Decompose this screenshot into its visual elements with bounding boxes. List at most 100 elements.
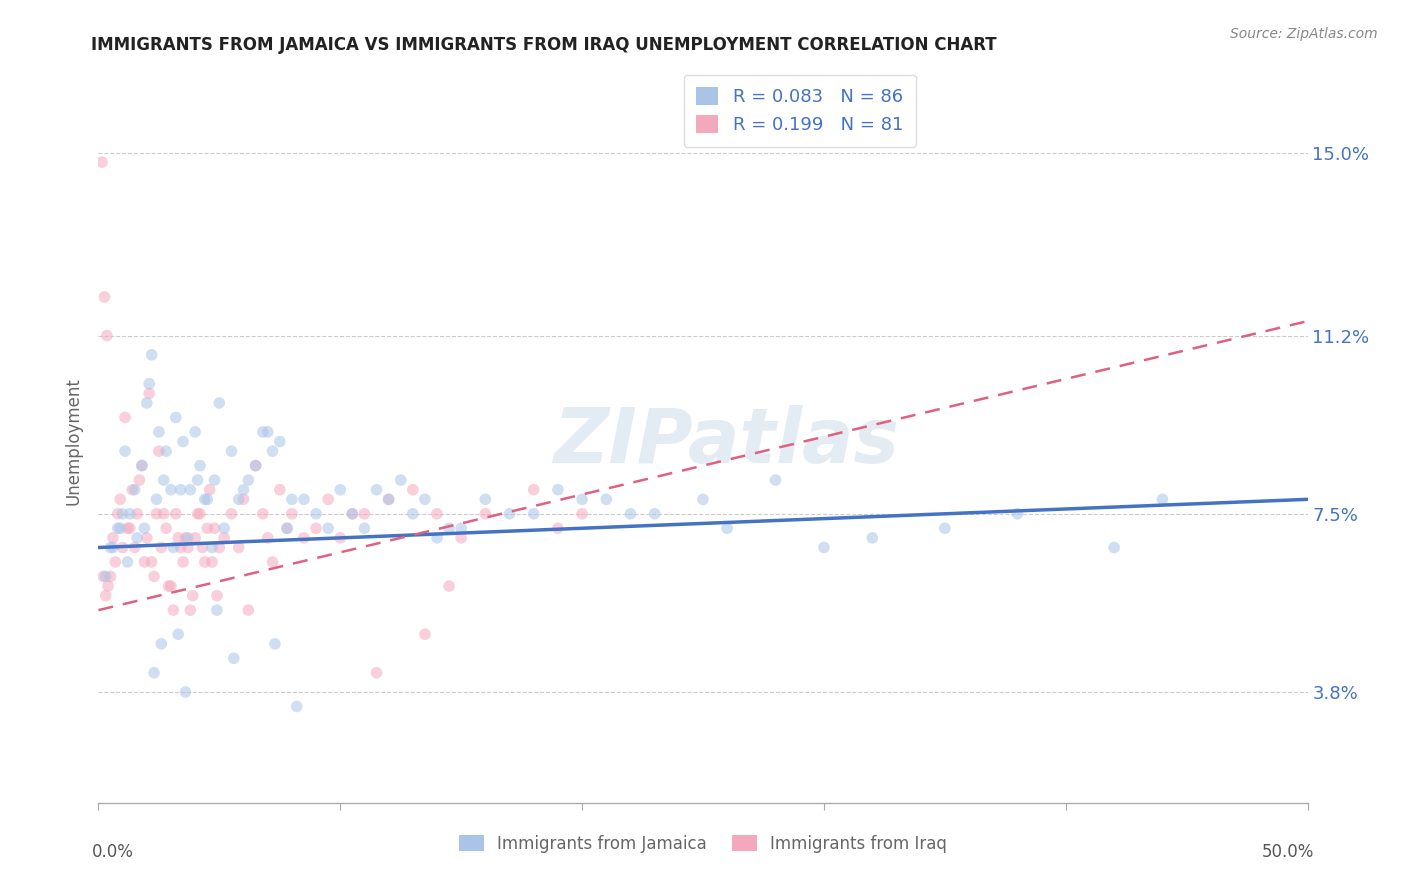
Point [128,473,150,487]
Text: ZIPatlas: ZIPatlas [554,405,900,478]
Point [138,386,160,401]
Point [134,555,156,569]
Point [547,521,569,535]
Point [127,531,149,545]
Point [141,348,163,362]
Point [108,521,131,535]
Point [100,569,122,583]
Point [124,483,146,497]
Point [131,458,153,473]
Point [187,507,209,521]
Point [118,507,141,521]
Point [165,507,187,521]
Point [256,531,278,545]
Text: 50.0%: 50.0% [1263,843,1315,861]
Point [450,521,472,535]
Point [145,492,167,507]
Point [269,483,291,497]
Point [208,396,231,410]
Point [174,685,197,699]
Point [692,492,714,507]
Point [276,521,298,535]
Point [281,507,304,521]
Point [262,444,284,458]
Point [212,531,235,545]
Point [860,531,883,545]
Point [157,579,180,593]
Point [91,569,114,583]
Point [204,521,226,535]
Point [134,521,156,535]
Point [619,507,641,521]
Point [121,483,143,497]
Point [547,483,569,497]
Point [329,483,352,497]
Point [172,434,194,449]
Point [94,569,117,583]
Point [198,483,221,497]
Point [181,589,204,603]
Point [571,507,593,521]
Point [162,541,184,555]
Point [366,665,388,680]
Point [117,555,139,569]
Point [104,555,127,569]
Point [117,521,139,535]
Point [101,531,124,545]
Point [644,507,666,521]
Point [169,541,191,555]
Point [204,473,226,487]
Point [222,651,245,665]
Point [143,665,166,680]
Point [141,555,163,569]
Point [194,555,217,569]
Point [172,555,194,569]
Point [276,521,298,535]
Point [118,521,141,535]
Point [366,483,388,497]
Point [177,531,200,545]
Point [177,541,200,555]
Point [201,541,224,555]
Point [191,541,214,555]
Point [450,531,472,545]
Point [188,458,211,473]
Point [155,521,177,535]
Point [305,521,328,535]
Point [138,376,160,391]
Text: 0.0%: 0.0% [91,843,134,861]
Point [316,521,339,535]
Point [402,483,425,497]
Point [716,521,738,535]
Point [437,579,460,593]
Point [377,492,399,507]
Point [437,521,460,535]
Point [934,521,956,535]
Point [205,603,228,617]
Point [389,473,412,487]
Point [114,410,136,425]
Point [221,444,243,458]
Point [232,483,254,497]
Point [523,507,546,521]
Point [162,603,184,617]
Point [100,541,122,555]
Point [413,627,436,641]
Point [238,603,260,617]
Point [96,328,118,343]
Point [97,579,120,593]
Point [152,473,174,487]
Point [155,444,177,458]
Point [107,507,129,521]
Point [262,555,284,569]
Point [329,531,352,545]
Point [1152,492,1174,507]
Point [281,492,304,507]
Point [292,492,315,507]
Point [201,555,224,569]
Point [195,492,218,507]
Point [426,507,449,521]
Text: IMMIGRANTS FROM JAMAICA VS IMMIGRANTS FROM IRAQ UNEMPLOYMENT CORRELATION CHART: IMMIGRANTS FROM JAMAICA VS IMMIGRANTS FR… [91,36,997,54]
Point [208,541,231,555]
Point [187,473,209,487]
